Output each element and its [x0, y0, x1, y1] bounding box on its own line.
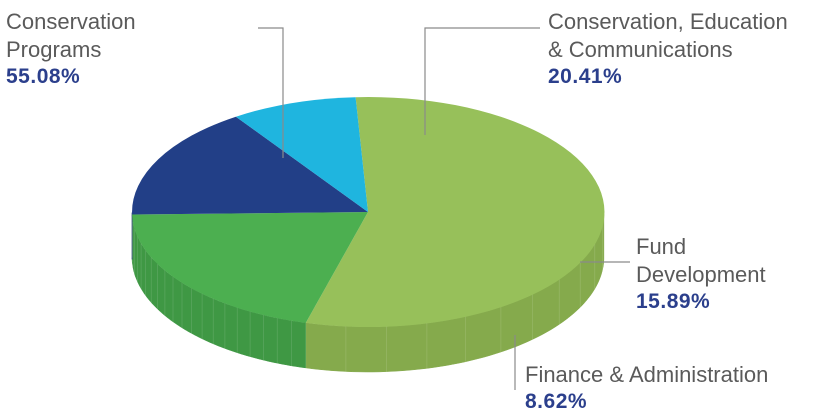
slice-label-conservation-education: Conservation, Education & Communications… — [548, 8, 788, 90]
pie-tops — [132, 97, 605, 328]
slice-label-finance-administration: Finance & Administration 8.62% — [525, 361, 768, 415]
leader-line-conservation-programs — [258, 27, 284, 158]
slice-label-fund-development: Fund Development 15.89% — [636, 233, 766, 315]
slice-label-line: Finance & Administration — [525, 362, 769, 387]
slice-value-label: 8.62% — [525, 390, 588, 413]
slice-value-label: 55.08% — [6, 65, 81, 88]
leader-lines — [258, 27, 630, 390]
pie-side-conservation-education-communications — [131, 214, 307, 369]
slice-value-label: 20.41% — [548, 65, 623, 88]
slice-label-line: Conservation, Education — [548, 9, 788, 34]
slice-label-line: Development — [636, 262, 766, 287]
pie-slice-fund-development — [132, 116, 368, 215]
slice-value-label: 15.89% — [636, 290, 711, 313]
slice-label-line: & Communications — [548, 37, 733, 62]
leader-line-conservation-education — [424, 27, 540, 135]
pie-slice-conservation-education-communications — [132, 212, 368, 323]
pie-slice-finance-administration — [235, 97, 368, 212]
pie-slice-conservation-programs — [305, 97, 605, 328]
slice-label-line: Fund — [636, 234, 687, 259]
slice-label-line: Programs — [6, 37, 102, 62]
slice-label-conservation-programs: Conservation Programs 55.08% — [6, 8, 136, 90]
slice-label-line: Conservation — [6, 9, 136, 34]
